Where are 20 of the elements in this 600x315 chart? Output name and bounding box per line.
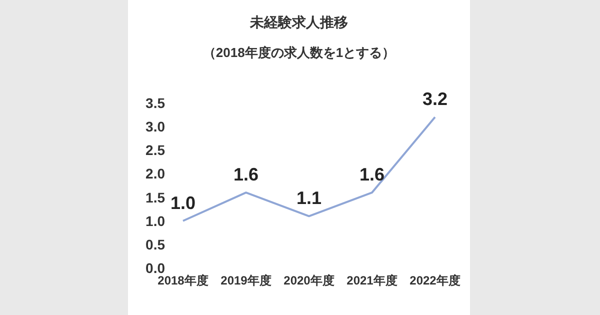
- y-tick-label: 1.5: [146, 189, 166, 206]
- x-tick-label: 2019年度: [220, 274, 272, 288]
- text: 3.2: [422, 89, 448, 110]
- chart-title: 未経験求人推移: [248, 14, 349, 32]
- text: 1.1: [296, 188, 322, 208]
- y-tick-label: 0.5: [146, 236, 166, 252]
- y-tick-label: 2.5: [146, 142, 166, 158]
- y-tick-label: 0.0: [146, 260, 166, 276]
- x-tick-label: 2021年度: [346, 274, 398, 288]
- text: 1.6: [359, 164, 385, 185]
- y-tick-label: 2.0: [146, 166, 166, 182]
- y-tick-label: 1.0: [146, 212, 166, 229]
- x-tick-label: 2022年度: [410, 274, 460, 288]
- y-tick-label: 3.0: [146, 118, 166, 135]
- x-tick-label: 2018年度: [158, 274, 208, 288]
- y-tick-label: 3.5: [146, 94, 166, 111]
- text: 1.0: [170, 192, 196, 213]
- text: 1.6: [233, 164, 259, 185]
- x-tick-label: 2020年度: [284, 274, 334, 288]
- chart-subtitle: （2018年度の求人数を1とする）: [202, 44, 396, 62]
